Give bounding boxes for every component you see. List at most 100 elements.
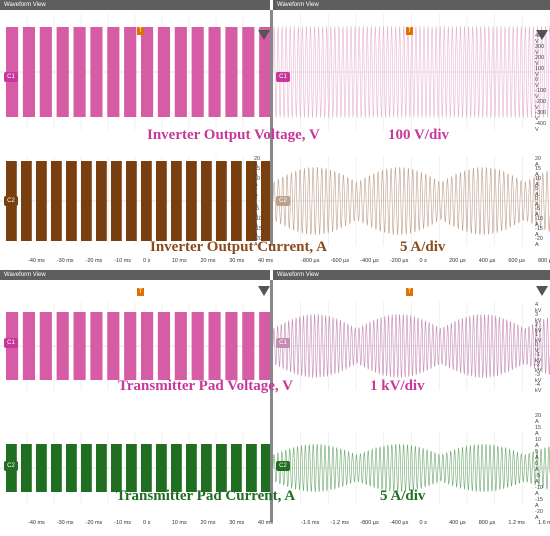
channel2-badge-left[interactable]: C2 xyxy=(4,461,18,471)
x-tick-label: 30 ms xyxy=(229,520,245,526)
x-tick-label: -20 ms xyxy=(85,258,103,264)
x-tick-label: -400 µs xyxy=(360,258,379,264)
burst-mark xyxy=(36,161,47,241)
burst-mark xyxy=(261,444,270,492)
zoom-corner-icon[interactable] xyxy=(258,30,270,40)
y-tick-label: -4 kV xyxy=(535,382,542,394)
burst-mark xyxy=(22,312,36,380)
burst-mark xyxy=(157,312,171,380)
burst-mark xyxy=(225,312,238,380)
burst-mark xyxy=(51,444,62,492)
inverter-current-label: Inverter Output Current, A xyxy=(150,239,327,255)
burst-mark xyxy=(231,161,242,241)
y-tick-label: -400 V xyxy=(535,121,547,133)
pane-divider[interactable] xyxy=(270,10,273,246)
burst-mark xyxy=(259,27,270,117)
burst-mark xyxy=(191,27,204,117)
pad-voltage-trace-right xyxy=(273,302,550,390)
trigger-marker-left[interactable]: T xyxy=(137,27,144,35)
zoom-corner-icon-right[interactable] xyxy=(536,30,548,40)
burst-mark xyxy=(186,444,197,492)
burst-mark xyxy=(39,312,52,380)
burst-mark xyxy=(246,444,257,492)
channel2-badge-right[interactable]: C2 xyxy=(276,196,290,206)
pad-voltage-strip xyxy=(0,302,550,390)
x-tick-label: 20 ms xyxy=(200,520,216,526)
x-tick-label: -10 ms xyxy=(114,520,132,526)
y-tick-label: -300 V xyxy=(535,110,547,122)
inverter-voltage-trace-right xyxy=(273,14,550,130)
y-tick-label: -200 V xyxy=(535,99,547,111)
y-tick-label: -15 A xyxy=(535,226,543,238)
burst-mark xyxy=(242,27,255,117)
x-tick-label: 400 µs xyxy=(478,258,496,264)
waveform-view-title-left: Waveform View xyxy=(0,0,270,10)
inverter-voltage-strip xyxy=(0,14,550,130)
channel1-badge-left[interactable]: C1 xyxy=(4,338,18,348)
burst-mark xyxy=(261,161,270,241)
oscillation-trace xyxy=(273,166,550,236)
burst-mark xyxy=(242,312,255,380)
x-tick-label: 0 s xyxy=(419,520,427,526)
y-tick-label: 0 A xyxy=(535,196,539,208)
y-tick-label: -1 kV xyxy=(535,352,542,364)
burst-mark xyxy=(141,27,154,117)
x-tick-label: 800 µs xyxy=(478,520,496,526)
burst-mark xyxy=(56,312,69,380)
x-tick-label: 0 s xyxy=(143,520,151,526)
y-tick-label: -20 A xyxy=(254,236,262,248)
burst-mark xyxy=(81,444,92,492)
x-tick-label: -40 ms xyxy=(28,258,45,264)
burst-mark xyxy=(141,161,152,241)
burst-mark xyxy=(216,444,227,492)
burst-mark xyxy=(107,27,120,117)
burst-mark xyxy=(73,27,86,117)
x-tick-label: -1.2 ms xyxy=(330,520,349,526)
x-tick-label: 600 µs xyxy=(508,258,525,264)
trigger-marker-left[interactable]: T xyxy=(137,288,144,296)
y-tick-label: -2 kV xyxy=(535,362,542,374)
zoom-corner-icon-right[interactable] xyxy=(536,286,548,296)
burst-mark xyxy=(126,161,137,241)
pane-divider[interactable] xyxy=(270,280,273,522)
inverter-current-scale: 5 A/div xyxy=(400,239,446,255)
burst-mark xyxy=(174,27,187,117)
x-tick-label: 10 ms xyxy=(171,258,187,264)
x-tick-label: 10 ms xyxy=(171,520,187,526)
x-tick-label: -800 µs xyxy=(301,258,320,264)
x-tick-label: 20 ms xyxy=(200,258,216,264)
channel1-badge-right[interactable]: C1 xyxy=(276,72,290,82)
x-tick-label: 0 s xyxy=(143,258,151,264)
burst-mark xyxy=(201,161,212,241)
channel2-badge-right[interactable]: C2 xyxy=(276,461,290,471)
zoom-corner-icon[interactable] xyxy=(258,286,270,296)
burst-mark xyxy=(124,312,137,380)
trigger-marker-right[interactable]: T xyxy=(406,288,413,296)
inverter-voltage-label: Inverter Output Voltage, V xyxy=(147,127,320,143)
y-tick-label: -5 A xyxy=(254,206,259,218)
burst-mark xyxy=(126,444,137,492)
burst-mark xyxy=(36,444,47,492)
burst-mark xyxy=(208,27,221,117)
y-tick-label: 15 A xyxy=(535,166,542,178)
burst-mark xyxy=(81,161,92,241)
x-tick-label: -10 ms xyxy=(114,258,132,264)
channel1-badge-left[interactable]: C1 xyxy=(4,72,18,82)
channel1-badge-right[interactable]: C1 xyxy=(276,338,290,348)
burst-mark xyxy=(216,161,227,241)
y-tick-label: 0 A xyxy=(254,196,258,208)
x-tick-label: 1.6 ms xyxy=(538,520,550,526)
burst-mark xyxy=(90,27,103,117)
x-tick-label: 200 µs xyxy=(449,258,466,264)
burst-mark xyxy=(124,27,137,117)
x-tick-label: -30 ms xyxy=(56,520,74,526)
inverter-voltage-scale: 100 V/div xyxy=(388,127,449,143)
burst-mark xyxy=(156,161,167,241)
burst-mark xyxy=(51,161,62,241)
y-tick-label: 5 A xyxy=(254,186,258,198)
channel2-badge-left[interactable]: C2 xyxy=(4,196,18,206)
burst-mark xyxy=(259,312,270,380)
trigger-marker-right[interactable]: T xyxy=(406,27,413,35)
y-tick-label: 15 A xyxy=(254,166,261,178)
pad-voltage-label: Transmitter Pad Voltage, V xyxy=(118,378,293,394)
